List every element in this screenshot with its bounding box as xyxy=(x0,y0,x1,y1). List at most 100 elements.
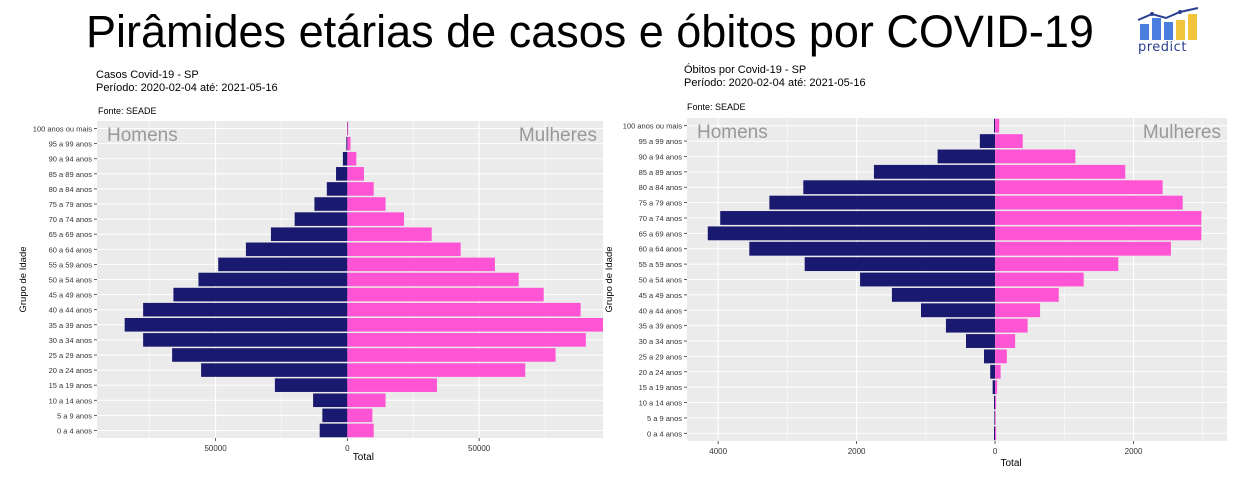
bar-mulheres xyxy=(347,136,351,151)
bar-mulheres xyxy=(347,257,495,272)
bar-mulheres xyxy=(995,164,1126,179)
y-tick-label: 100 anos ou mais xyxy=(623,122,682,131)
bar-mulheres xyxy=(995,380,998,395)
bar-homens xyxy=(201,363,348,377)
mulheres-label: Mulheres xyxy=(519,125,597,146)
x-tick-label: 2000 xyxy=(1125,447,1143,456)
x-axis-label: Total xyxy=(1001,458,1022,469)
bar-homens xyxy=(198,272,348,287)
bar-mulheres xyxy=(347,423,374,438)
bar-homens xyxy=(319,423,348,438)
bar-homens xyxy=(346,136,348,151)
bar-mulheres xyxy=(995,226,1202,241)
bar-homens xyxy=(984,349,996,364)
bar-mulheres xyxy=(347,197,386,211)
bar-homens xyxy=(994,118,996,133)
x-tick-label: 2000 xyxy=(848,447,866,456)
bar-homens xyxy=(945,318,996,333)
y-tick-label: 85 a 89 anos xyxy=(639,168,683,177)
bar-homens xyxy=(326,182,348,196)
bar-homens xyxy=(992,380,996,395)
bar-mulheres xyxy=(995,149,1076,164)
bar-homens xyxy=(990,364,996,379)
chart-subtitle: Óbitos por Covid-19 - SP xyxy=(684,63,806,76)
y-tick-label: 60 a 64 anos xyxy=(49,245,93,254)
bar-homens xyxy=(274,378,348,392)
y-tick-label: 35 a 39 anos xyxy=(49,321,93,330)
x-tick-label: 50000 xyxy=(204,444,227,453)
bar-mulheres xyxy=(347,348,556,362)
bar-mulheres xyxy=(347,151,357,166)
bar-mulheres xyxy=(995,211,1202,225)
chart-subtitle: Período: 2020-02-04 até: 2021-05-16 xyxy=(96,82,278,94)
y-tick-label: 20 a 24 anos xyxy=(49,366,93,375)
page-title: Pirâmides etárias de casos e óbitos por … xyxy=(86,6,1094,57)
y-tick-label: 30 a 34 anos xyxy=(49,336,93,345)
y-tick-label: 85 a 89 anos xyxy=(49,170,93,179)
bar-homens xyxy=(245,242,348,257)
y-tick-label: 55 a 59 anos xyxy=(639,260,683,269)
bar-homens xyxy=(172,348,348,362)
bar-mulheres xyxy=(347,317,603,332)
bar-homens xyxy=(873,164,996,179)
bar-mulheres xyxy=(995,180,1163,195)
bar-homens xyxy=(270,227,348,242)
bar-mulheres xyxy=(995,195,1183,210)
y-tick-label: 35 a 39 anos xyxy=(639,322,683,331)
y-tick-label: 40 a 44 anos xyxy=(639,306,683,315)
bar-mulheres xyxy=(347,333,586,347)
y-tick-label: 65 a 69 anos xyxy=(49,230,93,239)
bar-homens xyxy=(994,395,996,410)
bar-mulheres xyxy=(995,364,1001,379)
bar-homens xyxy=(891,287,996,302)
y-tick-label: 5 a 9 anos xyxy=(647,414,682,423)
bar-mulheres xyxy=(995,318,1028,333)
bar-mulheres xyxy=(995,272,1084,287)
x-tick-label: 50000 xyxy=(468,444,491,453)
bar-homens xyxy=(803,180,996,195)
y-tick-label: 65 a 69 anos xyxy=(639,229,683,238)
bar-mulheres xyxy=(995,303,1041,318)
bar-mulheres xyxy=(995,118,1000,133)
bar-homens xyxy=(749,241,996,256)
y-tick-label: 95 a 99 anos xyxy=(639,137,683,146)
bar-homens xyxy=(173,287,348,302)
bar-homens xyxy=(322,408,348,423)
y-tick-label: 30 a 34 anos xyxy=(639,337,683,346)
bar-homens xyxy=(979,134,996,148)
bar-homens xyxy=(994,426,996,441)
y-tick-label: 10 a 14 anos xyxy=(639,399,683,408)
bar-homens xyxy=(143,333,348,347)
bar-mulheres xyxy=(347,408,373,423)
chart-subtitle: Casos Covid-19 - SP xyxy=(96,69,199,81)
y-tick-label: 60 a 64 anos xyxy=(639,245,683,254)
chart-source: Fonte: SEADE xyxy=(98,106,157,116)
y-tick-label: 70 a 74 anos xyxy=(639,214,683,223)
y-tick-label: 55 a 59 anos xyxy=(49,260,93,269)
bar-mulheres xyxy=(347,212,405,226)
bar-mulheres xyxy=(995,395,997,410)
x-tick-label: 0 xyxy=(993,447,998,456)
homens-label: Homens xyxy=(697,122,768,143)
bar-homens xyxy=(143,302,348,317)
y-tick-label: 0 a 4 anos xyxy=(57,426,92,435)
bar-mulheres xyxy=(347,363,526,377)
y-tick-label: 15 a 19 anos xyxy=(49,381,93,390)
bar-homens xyxy=(314,197,348,211)
y-tick-label: 90 a 94 anos xyxy=(49,155,93,164)
bar-mulheres xyxy=(347,287,544,302)
bar-mulheres xyxy=(995,349,1007,364)
bar-mulheres xyxy=(347,302,581,317)
logo-text: predict xyxy=(1138,40,1187,55)
x-tick-label: 0 xyxy=(345,444,350,453)
homens-label: Homens xyxy=(107,125,178,146)
bar-mulheres xyxy=(995,134,1023,148)
y-tick-label: 25 a 29 anos xyxy=(49,351,93,360)
bar-homens xyxy=(707,226,996,241)
bar-mulheres xyxy=(995,287,1059,302)
bar-mulheres xyxy=(995,241,1171,256)
predict-logo xyxy=(1137,7,1199,40)
bar-homens xyxy=(347,121,348,136)
y-tick-label: 45 a 49 anos xyxy=(639,291,683,300)
